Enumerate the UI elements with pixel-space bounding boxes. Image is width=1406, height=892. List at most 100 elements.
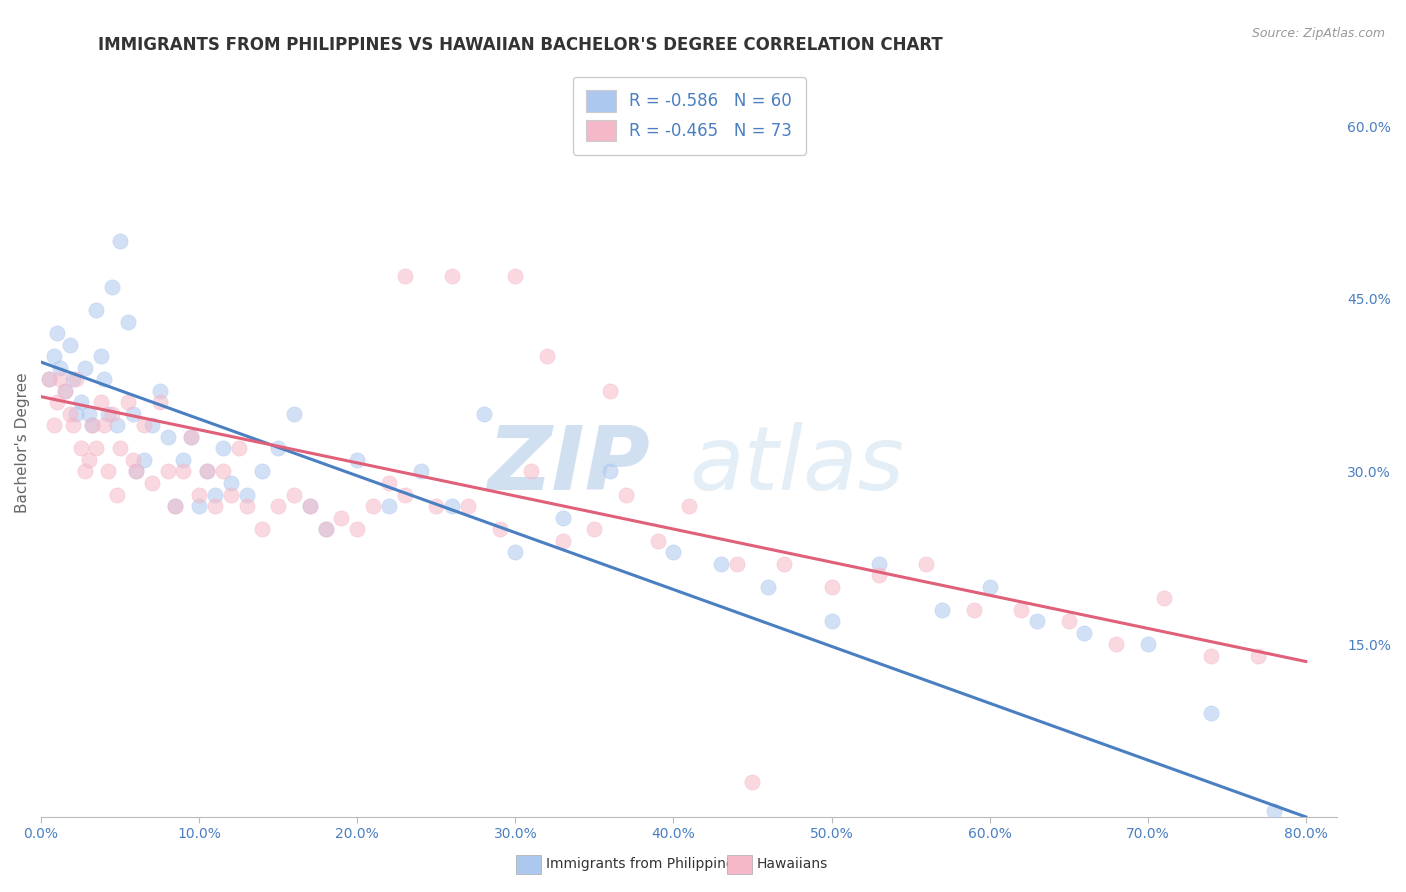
Point (520, 465, 543, 479)
Point (1199, 706, 1222, 721)
Point (53, 384, 76, 398)
Point (915, 557, 938, 571)
Point (756, 580, 779, 594)
Point (235, 499, 257, 513)
Point (86, 442, 108, 456)
Point (283, 487, 305, 501)
Point (125, 465, 148, 479)
Point (105, 487, 128, 501)
Text: Source: ZipAtlas.com: Source: ZipAtlas.com (1251, 27, 1385, 40)
Point (725, 557, 748, 571)
Point (132, 453, 155, 467)
Text: atlas: atlas (689, 422, 904, 508)
Point (1057, 614, 1080, 628)
Point (108, 442, 131, 456)
Point (1073, 625, 1095, 640)
Point (108, 234, 131, 248)
Point (195, 465, 218, 479)
Point (172, 465, 194, 479)
Point (583, 522, 606, 536)
Text: IMMIGRANTS FROM PHILIPPINES VS HAWAIIAN BACHELOR'S DEGREE CORRELATION CHART: IMMIGRANTS FROM PHILIPPINES VS HAWAIIAN … (98, 36, 943, 54)
Point (252, 522, 274, 536)
Point (58, 407, 80, 421)
Point (441, 499, 464, 513)
Point (117, 315, 139, 329)
Point (1263, 804, 1285, 818)
Point (868, 568, 890, 582)
Point (409, 465, 432, 479)
Point (1153, 591, 1175, 606)
Point (212, 465, 235, 479)
Point (172, 453, 194, 467)
Point (505, 268, 527, 283)
Point (195, 465, 218, 479)
Point (298, 499, 321, 513)
Point (96, 465, 118, 479)
Point (180, 430, 202, 444)
Legend: R = -0.586   N = 60, R = -0.465   N = 73: R = -0.586 N = 60, R = -0.465 N = 73 (572, 77, 806, 154)
Point (979, 580, 1001, 594)
Point (117, 395, 139, 409)
Point (298, 499, 321, 513)
Point (188, 499, 211, 513)
Point (678, 499, 700, 513)
Point (65, 407, 87, 421)
Point (361, 499, 384, 513)
Point (1136, 637, 1159, 651)
Point (86, 303, 108, 318)
Point (283, 407, 305, 421)
Point (505, 545, 527, 559)
Point (551, 533, 574, 548)
Point (228, 442, 250, 456)
Point (42, 418, 65, 433)
Point (773, 557, 796, 571)
Point (204, 499, 226, 513)
Point (149, 395, 172, 409)
Point (45, 395, 67, 409)
Point (710, 557, 733, 571)
Point (38, 372, 60, 386)
Point (77, 407, 100, 421)
Point (330, 510, 353, 524)
Point (599, 465, 621, 479)
Point (536, 350, 558, 364)
Point (551, 510, 574, 524)
Point (662, 545, 685, 559)
Point (394, 487, 416, 501)
Point (93, 372, 115, 386)
Point (963, 602, 986, 616)
Point (235, 487, 257, 501)
Point (156, 430, 179, 444)
Point (62, 418, 84, 433)
Point (53, 384, 76, 398)
Point (90, 395, 112, 409)
Point (820, 614, 842, 628)
Text: Hawaiians: Hawaiians (756, 857, 828, 871)
Point (125, 465, 148, 479)
Point (141, 475, 163, 490)
Point (49, 372, 72, 386)
Point (472, 407, 495, 421)
Point (121, 453, 143, 467)
Point (252, 465, 274, 479)
Point (346, 453, 368, 467)
Point (267, 499, 290, 513)
Point (1247, 648, 1270, 663)
Point (315, 522, 337, 536)
Point (219, 487, 242, 501)
Point (315, 522, 337, 536)
Point (346, 522, 368, 536)
Point (378, 499, 401, 513)
Text: Immigrants from Philippines: Immigrants from Philippines (546, 857, 741, 871)
Point (62, 372, 84, 386)
Point (378, 475, 401, 490)
Point (647, 533, 669, 548)
Point (80, 418, 103, 433)
Point (868, 557, 890, 571)
Point (394, 268, 416, 283)
Point (488, 522, 510, 536)
Point (156, 465, 179, 479)
Point (741, 775, 763, 789)
Point (204, 487, 226, 501)
Point (820, 580, 842, 594)
